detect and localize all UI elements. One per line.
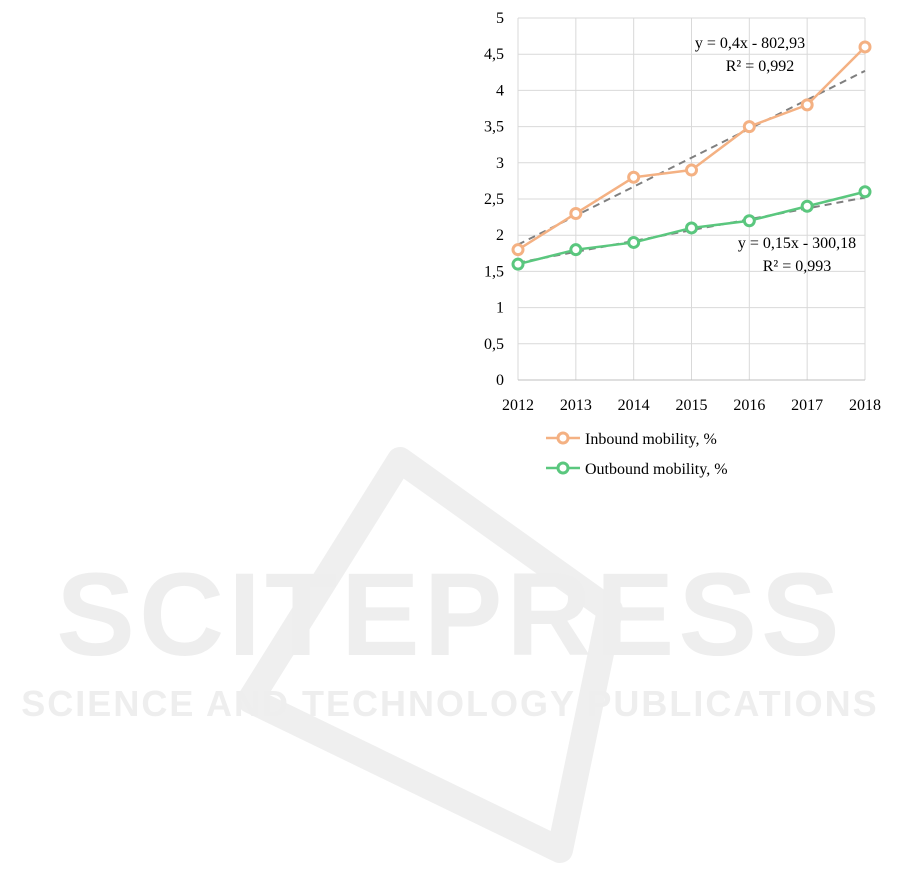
x-tick-labels: 2012 2013 2014 2015 2016 2017 2018: [502, 397, 881, 414]
watermark-book-shape: [237, 447, 623, 863]
y-tick-label: 0: [496, 372, 504, 389]
inbound-data-point: [800, 98, 814, 112]
outbound-data-point: [742, 214, 756, 228]
x-tick-label: 2016: [733, 397, 765, 414]
outbound-data-point: [569, 243, 583, 257]
y-tick-labels: 0 0,5 1 1,5 2 2,5 3 3,5 4 4,5 5: [484, 10, 504, 389]
outbound-data-point: [627, 235, 641, 249]
inbound-trend-r2: R² = 0,992: [726, 58, 795, 75]
inbound-data-point: [627, 170, 641, 184]
legend-item-inbound: Inbound mobility, %: [546, 431, 717, 448]
y-tick-label: 3: [496, 155, 504, 172]
watermark-subtitle: SCIENCE AND TECHNOLOGY PUBLICATIONS: [21, 683, 878, 724]
x-tick-label: 2017: [791, 397, 823, 414]
y-tick-label: 2: [496, 227, 504, 244]
inbound-data-point: [511, 243, 525, 257]
inbound-data-point: [569, 206, 583, 220]
legend: Inbound mobility, % Outbound mobility, %: [546, 431, 728, 478]
inbound-trend-equation: y = 0,4x - 802,93: [695, 35, 805, 52]
watermark-title: SCITEPRESS: [56, 549, 844, 681]
outbound-trend-r2: R² = 0,993: [763, 258, 832, 275]
x-tick-label: 2015: [676, 397, 708, 414]
y-tick-label: 0,5: [484, 336, 504, 353]
inbound-data-point: [685, 163, 698, 177]
gridlines: [517, 17, 866, 381]
x-tick-label: 2013: [560, 397, 592, 414]
outbound-data-point: [800, 199, 814, 213]
y-tick-label: 2,5: [484, 191, 504, 208]
outbound-trend-equation: y = 0,15x - 300,18: [738, 235, 856, 252]
legend-outbound-label: Outbound mobility, %: [585, 461, 728, 478]
y-tick-label: 3,5: [484, 119, 504, 136]
x-tick-label: 2014: [618, 397, 650, 414]
inbound-data-point: [742, 120, 756, 134]
y-tick-label: 4: [496, 82, 504, 99]
y-tick-label: 1: [496, 300, 504, 317]
outbound-data-point: [685, 221, 698, 235]
x-tick-label: 2012: [502, 397, 534, 414]
legend-inbound-marker: [556, 431, 570, 445]
y-tick-label: 4,5: [484, 46, 504, 63]
inbound-data-point: [858, 40, 872, 54]
series-points: [511, 40, 872, 271]
outbound-data-point: [858, 185, 872, 199]
publisher-watermark: SCITEPRESS SCIENCE AND TECHNOLOGY PUBLIC…: [21, 447, 878, 863]
legend-outbound-marker: [556, 461, 570, 475]
y-tick-label: 1,5: [484, 263, 504, 280]
y-tick-label: 5: [496, 10, 504, 27]
x-tick-label: 2018: [849, 397, 881, 414]
legend-inbound-label: Inbound mobility, %: [585, 431, 717, 448]
legend-item-outbound: Outbound mobility, %: [546, 461, 728, 478]
outbound-data-point: [511, 257, 525, 271]
